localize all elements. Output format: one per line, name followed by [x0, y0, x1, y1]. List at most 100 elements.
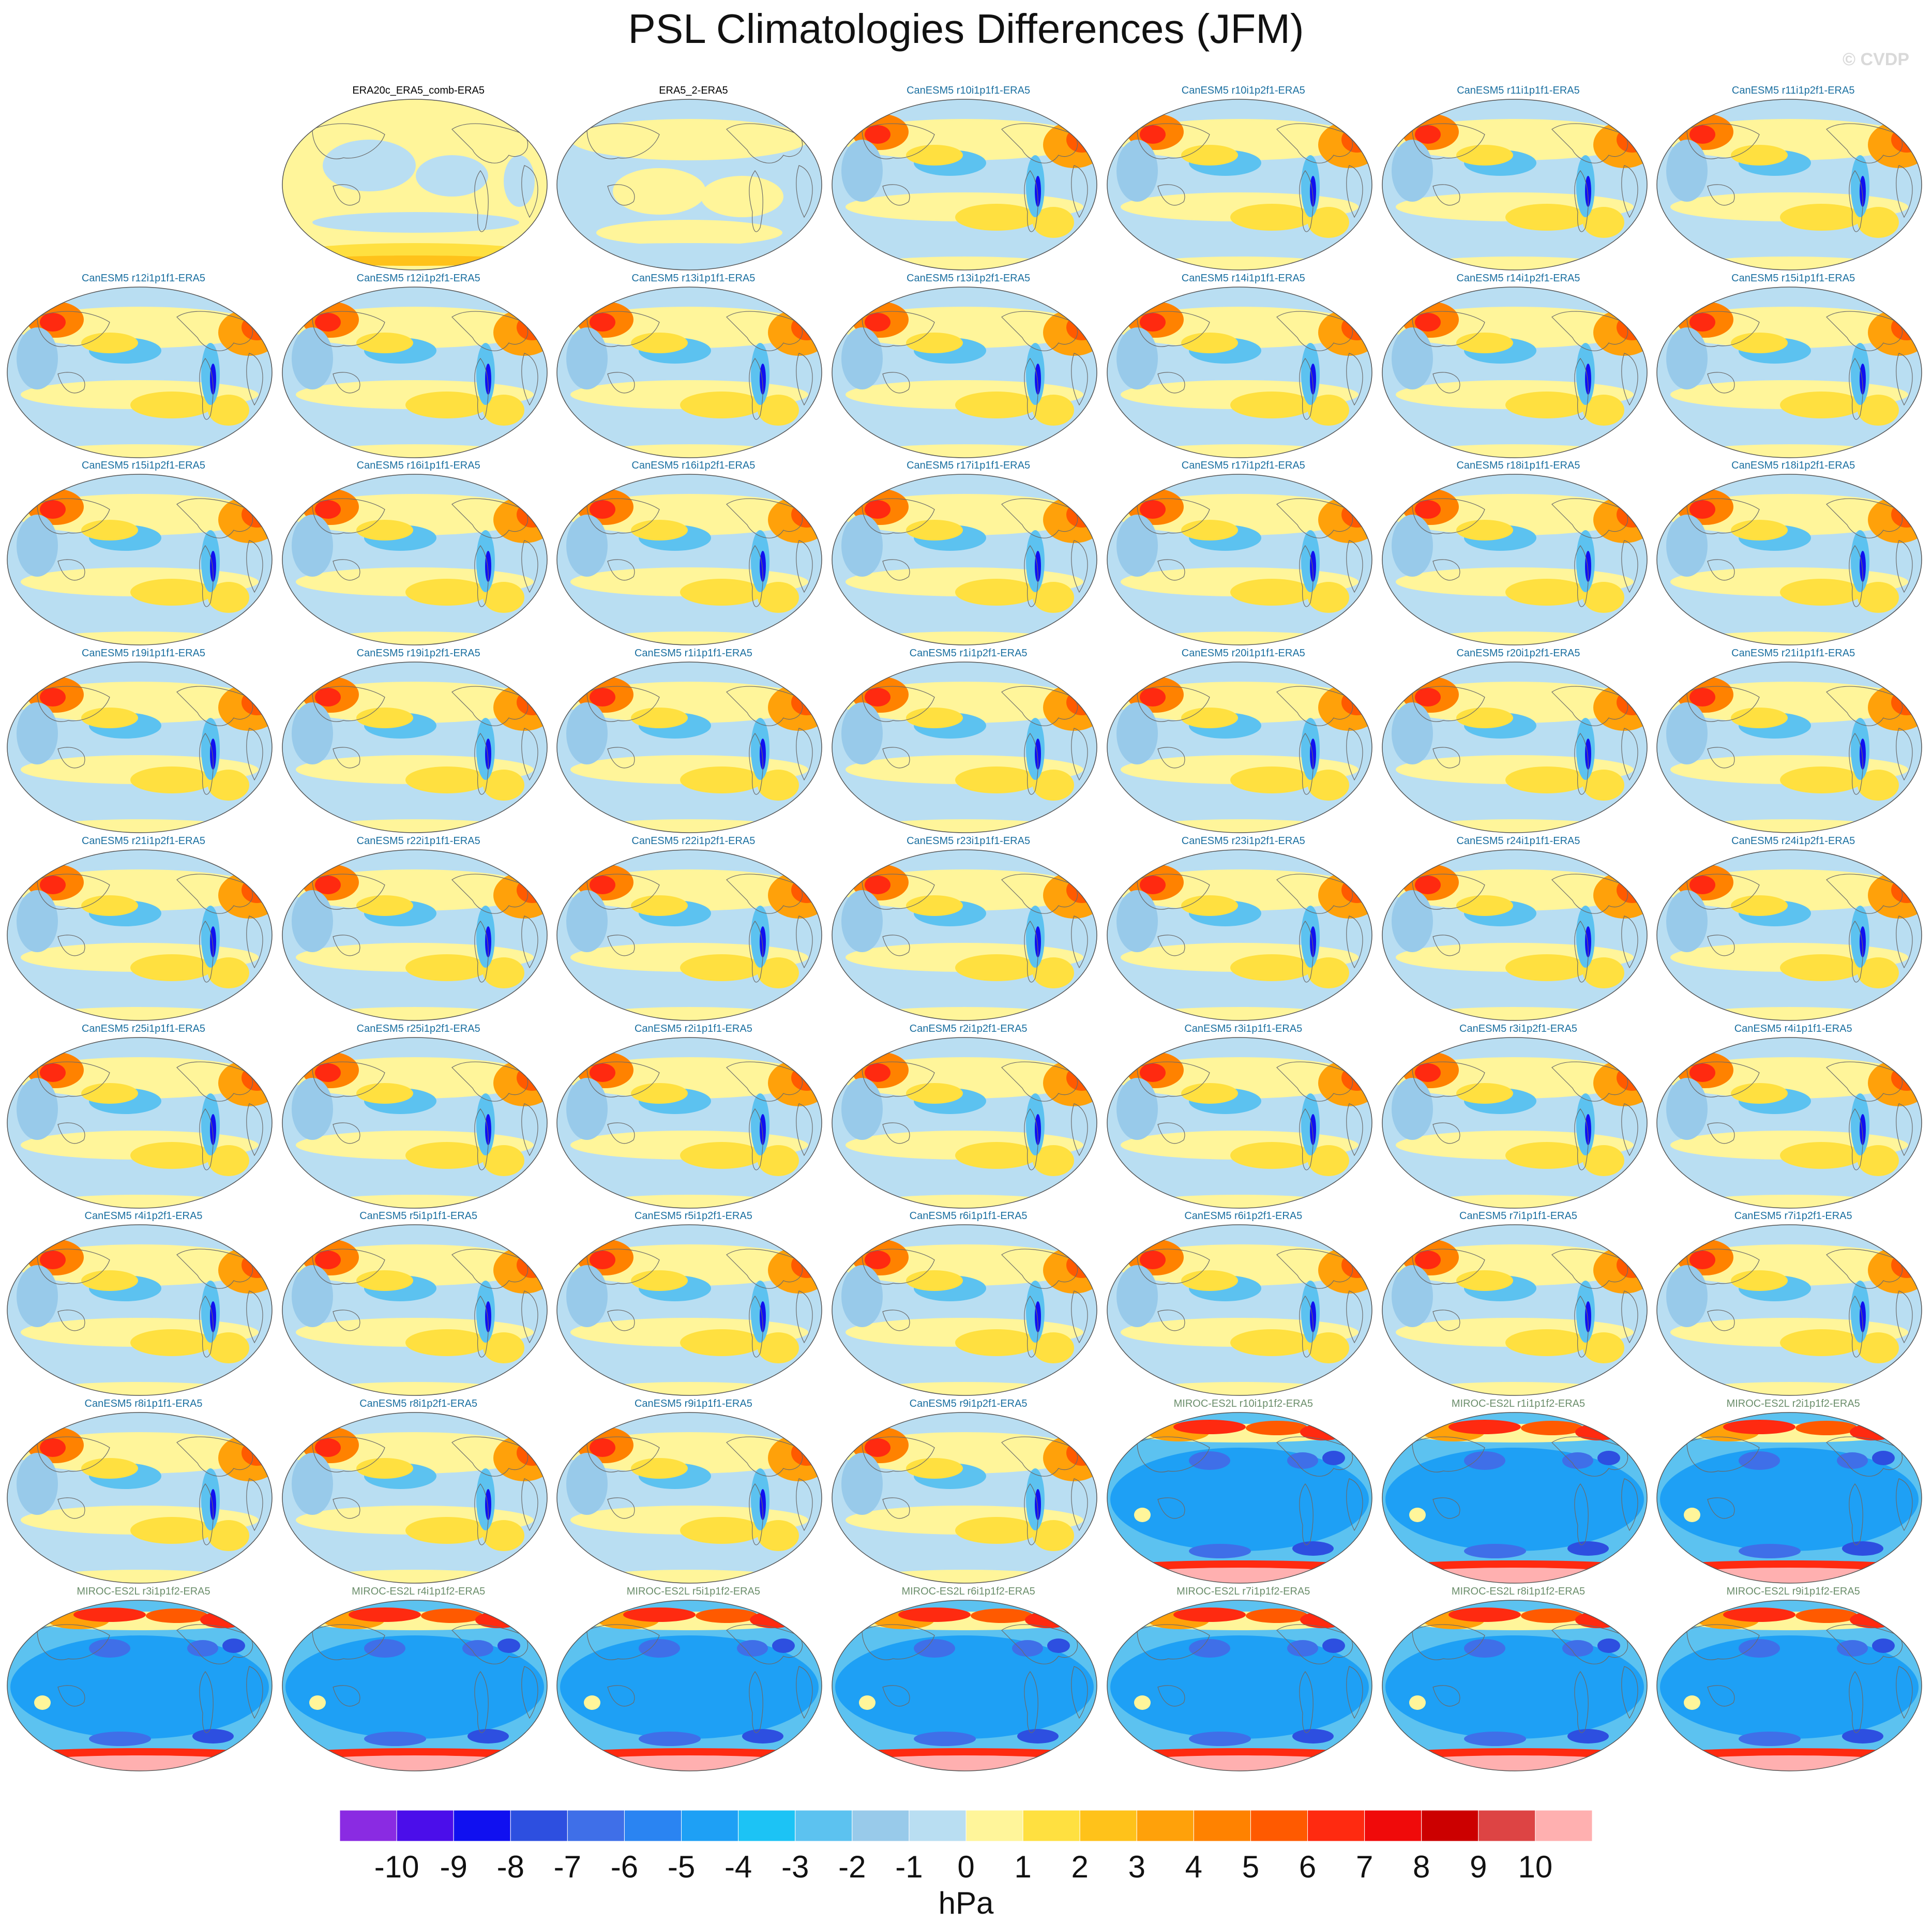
panel-title: CanESM5 r5i1p1f1-ERA5 — [359, 1210, 478, 1222]
world-map — [1381, 474, 1648, 646]
world-map — [832, 849, 1097, 1021]
map-panel: CanESM5 r11i1p1f1-ERA5 — [1381, 83, 1656, 271]
world-map — [556, 99, 823, 270]
panel-title: MIROC-ES2L r10i1p1f2-ERA5 — [1173, 1397, 1313, 1409]
map-panel: CanESM5 r24i1p2f1-ERA5 — [1656, 833, 1930, 1021]
map-panel: MIROC-ES2L r9i1p1f2-ERA5 — [1656, 1584, 1930, 1772]
colorbar-swatch — [795, 1810, 853, 1841]
map-panel: CanESM5 r3i1p2f1-ERA5 — [1381, 1021, 1656, 1209]
map-panel: CanESM5 r9i1p1f1-ERA5 — [556, 1396, 831, 1584]
map-panel: CanESM5 r6i1p1f1-ERA5 — [831, 1208, 1106, 1396]
colorbar-tick-label: -3 — [781, 1850, 809, 1884]
colorbar-tick-label: -5 — [667, 1850, 696, 1884]
panel-title: CanESM5 r18i1p2f1-ERA5 — [1731, 460, 1855, 472]
panel-title: CanESM5 r22i1p1f1-ERA5 — [356, 835, 480, 847]
map-panel: CanESM5 r25i1p2f1-ERA5 — [281, 1021, 556, 1209]
panel-title: CanESM5 r3i1p2f1-ERA5 — [1459, 1023, 1577, 1034]
panel-title: CanESM5 r20i1p1f1-ERA5 — [1181, 648, 1305, 659]
world-map — [832, 1599, 1097, 1771]
map-panel: ERA5_2-ERA5 — [556, 83, 831, 271]
colorbar-tick-label: 9 — [1470, 1850, 1487, 1884]
map-panel: CanESM5 r11i1p2f1-ERA5 — [1656, 83, 1930, 271]
world-map — [1381, 662, 1648, 833]
world-map — [7, 849, 273, 1021]
panel-title: CanESM5 r11i1p1f1-ERA5 — [1457, 85, 1580, 96]
world-map — [281, 1599, 548, 1771]
colorbar-tick-label: 3 — [1128, 1850, 1145, 1884]
panel-title: MIROC-ES2L r6i1p1f2-ERA5 — [901, 1585, 1035, 1597]
map-panel: MIROC-ES2L r2i1p1f2-ERA5 — [1656, 1396, 1930, 1584]
colorbar-tick-label: -7 — [553, 1850, 582, 1884]
colorbar-tick-label: 8 — [1413, 1850, 1430, 1884]
map-panel: CanESM5 r14i1p2f1-ERA5 — [1381, 270, 1656, 459]
colorbar-swatch — [1478, 1810, 1536, 1841]
world-map — [832, 474, 1097, 646]
panel-title: MIROC-ES2L r8i1p1f2-ERA5 — [1451, 1585, 1586, 1597]
panel-title: CanESM5 r8i1p2f1-ERA5 — [359, 1397, 478, 1409]
colorbar-swatch — [852, 1810, 910, 1841]
world-map — [281, 286, 548, 458]
colorbar-tick-label: 7 — [1355, 1850, 1373, 1884]
map-panel: CanESM5 r16i1p1f1-ERA5 — [281, 458, 556, 646]
panel-grid: ERA20c_ERA5_comb-ERA5 ERA5_2-ERA5 CanESM5 … — [6, 83, 1930, 1772]
world-map — [281, 1036, 548, 1209]
map-panel: CanESM5 r15i1p2f1-ERA5 — [6, 458, 281, 646]
panel-title: CanESM5 r24i1p1f1-ERA5 — [1456, 835, 1580, 847]
panel-title: CanESM5 r1i1p2f1-ERA5 — [909, 648, 1028, 659]
panel-title: CanESM5 r12i1p1f1-ERA5 — [81, 272, 205, 284]
map-panel: CanESM5 r25i1p1f1-ERA5 — [6, 1021, 281, 1209]
world-map — [556, 1036, 823, 1209]
panel-title: CanESM5 r23i1p1f1-ERA5 — [907, 835, 1031, 847]
panel-title: MIROC-ES2L r7i1p1f2-ERA5 — [1176, 1585, 1310, 1597]
map-panel: CanESM5 r13i1p1f1-ERA5 — [556, 270, 831, 459]
colorbar-swatch — [1250, 1810, 1308, 1841]
panel-title: CanESM5 r15i1p2f1-ERA5 — [81, 460, 205, 472]
world-map — [7, 1412, 273, 1584]
map-panel: CanESM5 r23i1p1f1-ERA5 — [831, 833, 1106, 1021]
panel-title: CanESM5 r13i1p2f1-ERA5 — [907, 272, 1031, 284]
colorbar-tick-label: 4 — [1185, 1850, 1203, 1884]
world-map — [556, 1224, 823, 1396]
credit-watermark: © CVDP — [1843, 50, 1909, 69]
map-panel: CanESM5 r7i1p2f1-ERA5 — [1656, 1208, 1930, 1396]
colorbar-tick-label: -10 — [374, 1850, 419, 1884]
colorbar-units-label: hPa — [938, 1886, 994, 1920]
map-panel: CanESM5 r1i1p1f1-ERA5 — [556, 645, 831, 834]
world-map — [832, 1412, 1097, 1584]
panel-title: CanESM5 r17i1p1f1-ERA5 — [907, 460, 1031, 472]
panel-title: CanESM5 r24i1p2f1-ERA5 — [1731, 835, 1855, 847]
map-panel: ERA20c_ERA5_comb-ERA5 — [281, 83, 556, 271]
world-map — [1656, 849, 1922, 1021]
panel-title: CanESM5 r4i1p2f1-ERA5 — [84, 1210, 203, 1222]
panel-title: MIROC-ES2L r1i1p1f2-ERA5 — [1451, 1397, 1586, 1409]
world-map — [1107, 849, 1372, 1021]
world-map — [7, 1599, 273, 1771]
world-map — [832, 1224, 1097, 1396]
map-panel: MIROC-ES2L r8i1p1f2-ERA5 — [1381, 1584, 1656, 1772]
map-panel: CanESM5 r19i1p2f1-ERA5 — [281, 645, 556, 834]
map-panel: CanESM5 r10i1p1f1-ERA5 — [831, 83, 1106, 271]
map-panel: CanESM5 r17i1p2f1-ERA5 — [1106, 458, 1381, 646]
world-map — [556, 474, 823, 646]
world-map — [556, 849, 823, 1021]
world-map — [1107, 99, 1372, 270]
world-map — [281, 662, 548, 833]
panel-title: CanESM5 r13i1p1f1-ERA5 — [631, 272, 756, 284]
map-panel: CanESM5 r23i1p2f1-ERA5 — [1106, 833, 1381, 1021]
world-map — [7, 1036, 273, 1209]
colorbar-swatch — [567, 1810, 625, 1841]
world-map — [7, 474, 273, 646]
world-map — [1656, 99, 1922, 270]
panel-title: CanESM5 r14i1p2f1-ERA5 — [1456, 272, 1580, 284]
world-map — [1656, 1036, 1922, 1209]
panel-title: CanESM5 r21i1p1f1-ERA5 — [1731, 648, 1855, 659]
colorbar-tick-label: -1 — [895, 1850, 923, 1884]
colorbar-swatch — [396, 1810, 454, 1841]
panel-title: CanESM5 r16i1p1f1-ERA5 — [356, 460, 480, 472]
world-map — [7, 286, 273, 458]
map-panel: MIROC-ES2L r1i1p1f2-ERA5 — [1381, 1396, 1656, 1584]
panel-title: MIROC-ES2L r2i1p1f2-ERA5 — [1726, 1397, 1860, 1409]
map-panel: CanESM5 r4i1p2f1-ERA5 — [6, 1208, 281, 1396]
world-map — [1381, 1224, 1648, 1396]
colorbar — [340, 1810, 1592, 1841]
